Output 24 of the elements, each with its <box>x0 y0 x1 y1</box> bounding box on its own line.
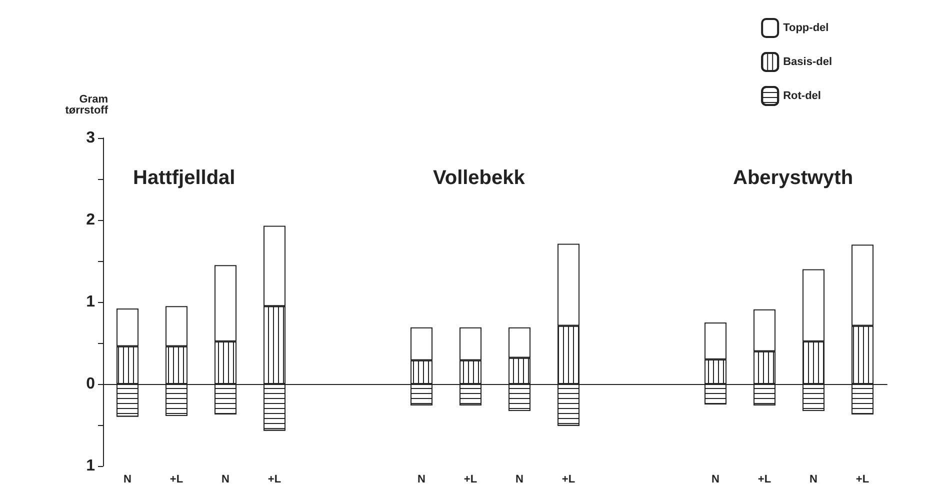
x-tick-label: N <box>516 474 524 486</box>
x-tick-label: N <box>124 474 132 486</box>
x-tick-label: N <box>418 474 426 486</box>
x-tick-label: +L <box>856 474 870 486</box>
x-tick-label: N <box>810 474 818 486</box>
annotation: Aberystwyth <box>733 167 854 189</box>
y-tick-label: 3 <box>86 130 96 146</box>
x-tick-label: N <box>222 474 230 486</box>
legend-label: Rot-del <box>783 90 821 102</box>
y-tick-label: 2 <box>86 212 96 228</box>
y-tick-label: 0 <box>86 376 96 392</box>
x-tick-label: +L <box>562 474 576 486</box>
x-tick-label: +L <box>268 474 282 486</box>
y-axis-title: Gram tørrstoff <box>65 94 108 116</box>
annotation: Vollebekk <box>433 167 526 189</box>
x-tick-label: +L <box>170 474 184 486</box>
y-tick-label: 1 <box>86 294 96 310</box>
x-tick-label: +L <box>464 474 478 486</box>
y-tick-label: 1 <box>86 458 96 474</box>
x-tick-label: N <box>712 474 720 486</box>
legend-label: Topp-del <box>783 22 829 34</box>
legend-label: Basis-del <box>783 56 832 68</box>
annotation: Hattfjelldal <box>133 167 236 189</box>
x-tick-label: +L <box>758 474 772 486</box>
